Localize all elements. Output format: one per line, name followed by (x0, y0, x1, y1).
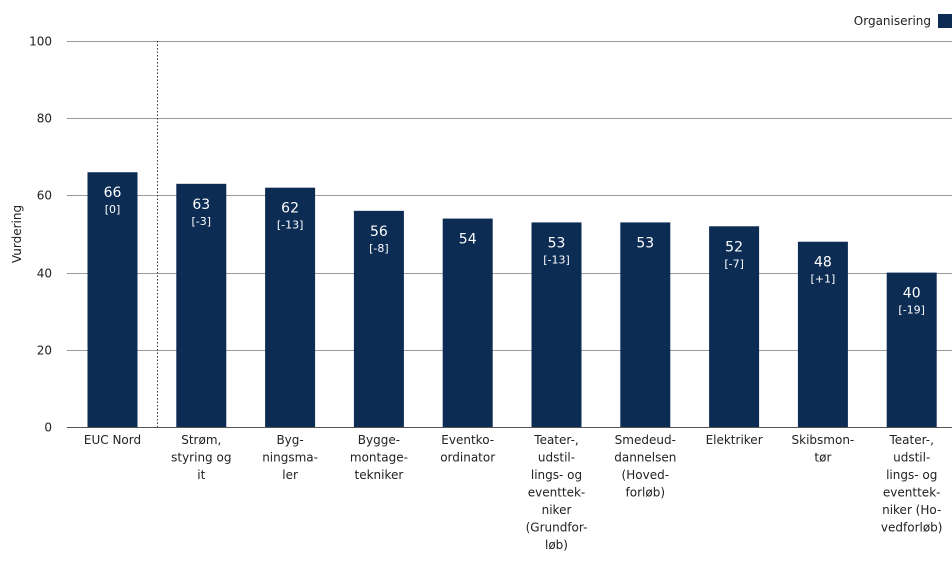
x-tick-label: Teater-, udstil-lings- og eventtek-niker (G… (526, 433, 588, 552)
x-tick-label: Eventko-ordinator (440, 433, 495, 465)
y-tick-label: 60 (37, 189, 52, 203)
bar-value-label: 66 (104, 185, 122, 201)
y-tick-label: 80 (37, 112, 52, 126)
y-tick-label: 20 (37, 344, 52, 358)
x-tick-label: Skibsmon-tør (792, 433, 855, 465)
x-tick-label: Teater-, udstil-lings- og eventtek-niker (… (881, 433, 943, 535)
bar-change-label: [0] (105, 203, 121, 216)
bar-value-label: 40 (903, 286, 921, 302)
x-tick-label: Byg-ningsma-ler (262, 433, 318, 482)
bar (442, 218, 493, 427)
x-tick-label: Smedeud-dannelsen (Hoved-forløb) (614, 433, 676, 500)
bar (886, 272, 937, 427)
x-tick-label: Elektriker (706, 433, 763, 447)
bar-change-label: [-8] (369, 242, 389, 255)
bars: 66 [0] 63 [-3] 62 [-13] 56 [-8] 54 53 [-13] 53 52 [-7… (87, 172, 937, 427)
legend-swatch (938, 14, 952, 28)
legend-label: Organisering (854, 14, 931, 28)
x-tick-label: EUC Nord (84, 433, 141, 447)
bar-change-label: [-3] (192, 215, 212, 228)
bar-value-label: 48 (814, 255, 832, 271)
bar (620, 222, 671, 427)
bar (176, 183, 227, 427)
bar-value-label: 56 (370, 224, 388, 240)
bar (709, 226, 760, 427)
bar-change-label: [+1] (810, 273, 835, 286)
bar-value-label: 53 (636, 235, 654, 251)
y-tick-label: 0 (44, 421, 52, 435)
bar (531, 222, 582, 427)
legend: Organisering (854, 14, 952, 28)
bar (265, 187, 316, 427)
bar-change-label: [-13] (277, 219, 304, 232)
bar (87, 172, 138, 427)
y-axis-label: Vurdering (10, 205, 24, 263)
bar-change-label: [-19] (898, 304, 925, 317)
bar-value-label: 53 (548, 235, 566, 251)
bar-value-label: 52 (725, 239, 743, 255)
y-tick-label: 40 (37, 267, 52, 281)
bar-change-label: [-13] (543, 253, 570, 266)
x-tick-label: Bygge-montage-tekniker (350, 433, 408, 482)
y-tick-label: 100 (29, 35, 52, 49)
bar-change-label: [-7] (724, 257, 744, 270)
x-tick-label: Strøm, styring og it (171, 433, 231, 482)
x-axis-category-labels: EUC Nord Strøm, styring og it Byg-ningsma-le… (84, 433, 943, 552)
bar-value-label: 63 (192, 197, 210, 213)
bar (797, 241, 848, 427)
bar-value-label: 54 (459, 232, 477, 248)
y-axis-tick-labels: 0 20 40 60 80 100 (29, 35, 52, 435)
bar (353, 210, 404, 427)
bar-value-label: 62 (281, 201, 299, 217)
